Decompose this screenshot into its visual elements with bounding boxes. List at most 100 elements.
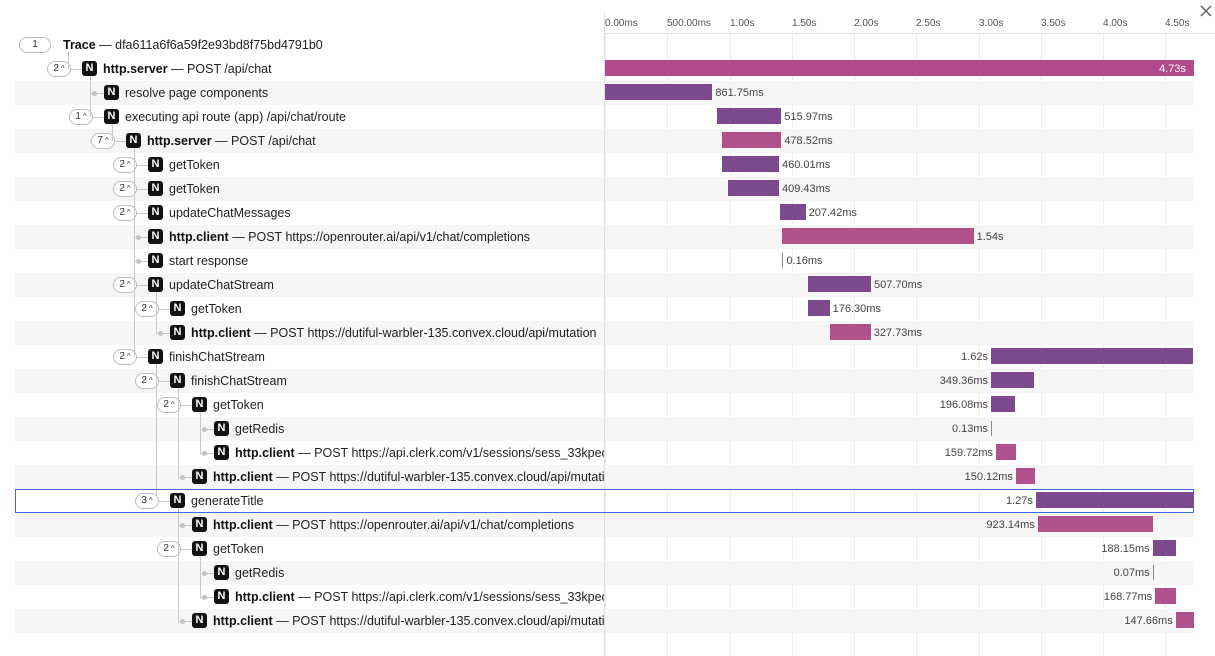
span-name: getRedis — [235, 566, 285, 580]
span-bar[interactable] — [807, 276, 871, 292]
chevron-up-icon: ^ — [148, 376, 153, 385]
span-label: getToken — [191, 302, 242, 316]
span-name: http.client — [213, 470, 273, 484]
span-label: executing api route (app) /api/chat/rout… — [125, 110, 346, 124]
axis-tick-label: 2.00s — [854, 18, 879, 29]
trace-badge[interactable]: 1 — [19, 37, 51, 53]
span-duration: 861.75ms — [715, 87, 764, 99]
span-timeline: 1.27s — [605, 489, 1194, 513]
span-bar[interactable] — [721, 132, 782, 148]
span-bar[interactable] — [996, 444, 1016, 460]
span-bar[interactable] — [728, 180, 779, 196]
span-duration: 4.73s — [1159, 63, 1186, 75]
nextjs-icon: N — [214, 565, 229, 580]
expand-toggle[interactable]: 2 ^ — [135, 373, 159, 389]
span-bar[interactable] — [1152, 565, 1154, 580]
expand-toggle[interactable]: 2 ^ — [113, 205, 137, 221]
chevron-up-icon: ^ — [82, 112, 87, 121]
leaf-dot — [136, 259, 141, 264]
span-bar[interactable] — [1037, 516, 1153, 532]
span-name: resolve page components — [125, 86, 269, 100]
expand-toggle[interactable]: 2 ^ — [157, 541, 181, 557]
span-bar[interactable] — [807, 300, 830, 316]
span-duration: 207.42ms — [808, 207, 857, 219]
span-bar[interactable] — [721, 156, 779, 172]
span-bar[interactable] — [991, 421, 993, 436]
leaf-dot — [180, 619, 185, 624]
span-bar[interactable] — [1175, 612, 1195, 628]
close-button[interactable] — [1199, 4, 1213, 18]
expand-toggle[interactable]: 2 ^ — [113, 157, 137, 173]
span-name: getToken — [213, 542, 264, 556]
span-label: resolve page components — [125, 86, 268, 100]
span-bar[interactable] — [991, 372, 1035, 388]
span-duration: 0.16ms — [786, 255, 823, 267]
span-description: — POST https://api.clerk.com/v1/sessions… — [294, 590, 604, 604]
span-duration: 150.12ms — [964, 471, 1013, 483]
trace-root-row[interactable]: 1 Trace — dfa611a6f6a59f2e93bd8f75bd4791… — [15, 33, 1194, 57]
span-bar[interactable] — [1035, 492, 1194, 508]
span-name: getToken — [213, 398, 264, 412]
span-bar[interactable] — [605, 84, 713, 100]
span-bar[interactable] — [1155, 588, 1177, 604]
span-bar[interactable] — [717, 108, 782, 124]
tree-branch-line — [134, 237, 148, 238]
tree-branch-line — [112, 141, 126, 142]
span-name: getToken — [191, 302, 242, 316]
span-bar[interactable] — [605, 60, 1194, 76]
chevron-up-icon: ^ — [126, 352, 131, 361]
span-timeline: 150.12ms — [605, 465, 1194, 489]
tree-branch-line — [68, 69, 82, 70]
span-label: http.client — POST https://dutiful-warbl… — [191, 326, 597, 340]
expand-toggle[interactable]: 1 ^ — [69, 109, 93, 125]
span-label: http.client — POST https://api.clerk.com… — [235, 446, 604, 460]
span-duration: 0.13ms — [951, 423, 989, 435]
span-bar[interactable] — [782, 253, 784, 268]
tree-branch-line — [156, 309, 170, 310]
expand-toggle[interactable]: 2 ^ — [135, 301, 159, 317]
tree-branch-line — [134, 285, 148, 286]
span-bar[interactable] — [1152, 540, 1177, 556]
chevron-up-icon: ^ — [60, 64, 65, 73]
expand-toggle[interactable]: 2 ^ — [113, 277, 137, 293]
span-timeline: 349.36ms — [605, 369, 1194, 393]
leaf-dot — [158, 331, 163, 336]
span-bar[interactable] — [829, 324, 871, 340]
column-divider[interactable] — [604, 12, 605, 656]
expand-toggle[interactable]: 2 ^ — [113, 349, 137, 365]
span-timeline: 861.75ms — [605, 81, 1194, 105]
expand-toggle[interactable]: 2 ^ — [113, 181, 137, 197]
chevron-up-icon: ^ — [170, 400, 175, 409]
expand-toggle[interactable]: 2 ^ — [47, 61, 71, 77]
span-bar[interactable] — [991, 396, 1016, 412]
nextjs-icon: N — [148, 205, 163, 220]
span-bar[interactable] — [1015, 468, 1035, 484]
span-name: http.client — [235, 446, 295, 460]
expand-toggle[interactable]: 7 ^ — [91, 133, 115, 149]
tree-branch-line — [90, 117, 104, 118]
expand-toggle[interactable]: 2 ^ — [157, 397, 181, 413]
nextjs-icon: N — [214, 445, 229, 460]
span-bar[interactable] — [781, 228, 974, 244]
span-label: http.client — POST https://api.clerk.com… — [235, 590, 604, 604]
expand-toggle[interactable]: 3 ^ — [135, 493, 159, 509]
chevron-up-icon: ^ — [148, 304, 153, 313]
span-bar[interactable] — [991, 348, 1193, 364]
span-timeline: 515.97ms — [605, 105, 1194, 129]
span-bar[interactable] — [779, 204, 806, 220]
